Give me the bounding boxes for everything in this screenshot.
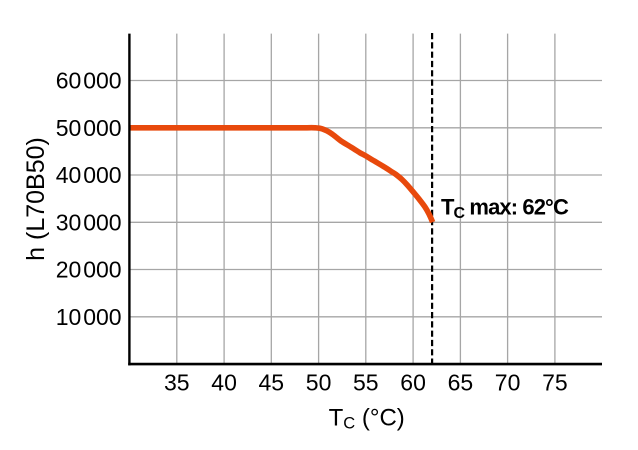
svg-text:10 000: 10 000 <box>56 304 122 330</box>
svg-text:50: 50 <box>306 370 332 396</box>
svg-text:65: 65 <box>448 370 474 396</box>
svg-text:40 000: 40 000 <box>56 162 122 188</box>
svg-text:45: 45 <box>259 370 285 396</box>
svg-text:20 000: 20 000 <box>56 257 122 283</box>
svg-text:70: 70 <box>495 370 521 396</box>
svg-text:55: 55 <box>353 370 379 396</box>
svg-text:50 000: 50 000 <box>56 115 122 141</box>
svg-text:TC (°C): TC (°C) <box>329 404 405 432</box>
svg-text:60 000: 60 000 <box>56 68 122 94</box>
svg-text:75: 75 <box>542 370 568 396</box>
svg-text:30 000: 30 000 <box>56 210 122 236</box>
svg-text:60: 60 <box>400 370 426 396</box>
svg-text:35: 35 <box>164 370 190 396</box>
svg-text:40: 40 <box>211 370 237 396</box>
svg-text:h (L70B50): h (L70B50) <box>22 137 50 261</box>
